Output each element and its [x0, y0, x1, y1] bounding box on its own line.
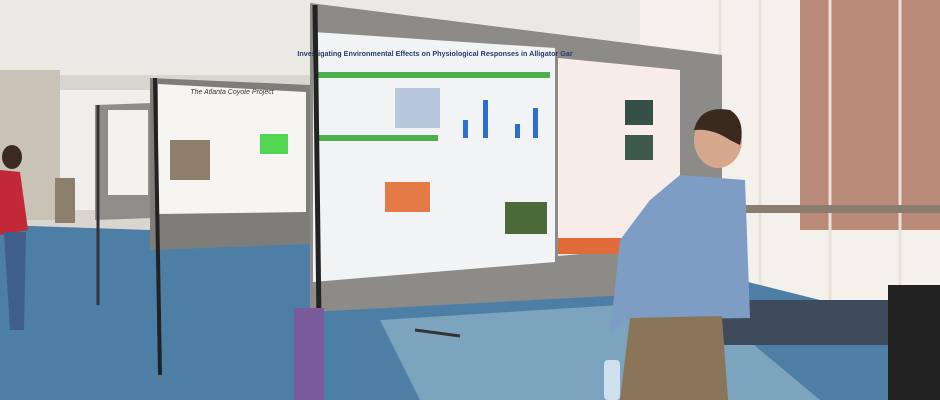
poster-banner — [318, 135, 438, 141]
person-jacket — [0, 170, 28, 235]
board-foot — [414, 328, 461, 338]
poster-title: Investigating Environmental Effects on P… — [297, 49, 573, 58]
poster-photo — [625, 100, 653, 125]
person-hair — [694, 109, 742, 145]
water-bottle — [604, 360, 620, 400]
poster-map — [395, 88, 440, 128]
poster-graphic — [385, 182, 430, 212]
post-sleeve — [294, 308, 324, 400]
outside-building — [800, 0, 940, 230]
bench — [720, 300, 900, 345]
trash-bin — [888, 285, 940, 400]
poster-title: The Atlanta Coyote Project — [190, 89, 274, 96]
poster — [108, 110, 148, 195]
poster-banner — [318, 72, 550, 78]
person-jeans — [4, 232, 26, 330]
railing — [740, 205, 940, 213]
person-shirt — [610, 175, 750, 335]
poster — [313, 32, 555, 282]
board-leg — [153, 77, 162, 376]
person-pants — [620, 316, 728, 400]
poster-banner — [558, 238, 630, 254]
poster-photo — [505, 202, 547, 234]
poster-graphic — [260, 134, 288, 154]
person-head — [2, 145, 22, 169]
poster — [158, 84, 306, 214]
poster-bars — [463, 100, 538, 138]
poster-photo — [625, 135, 653, 160]
poster-graphic — [170, 140, 210, 180]
visitor — [55, 178, 75, 223]
